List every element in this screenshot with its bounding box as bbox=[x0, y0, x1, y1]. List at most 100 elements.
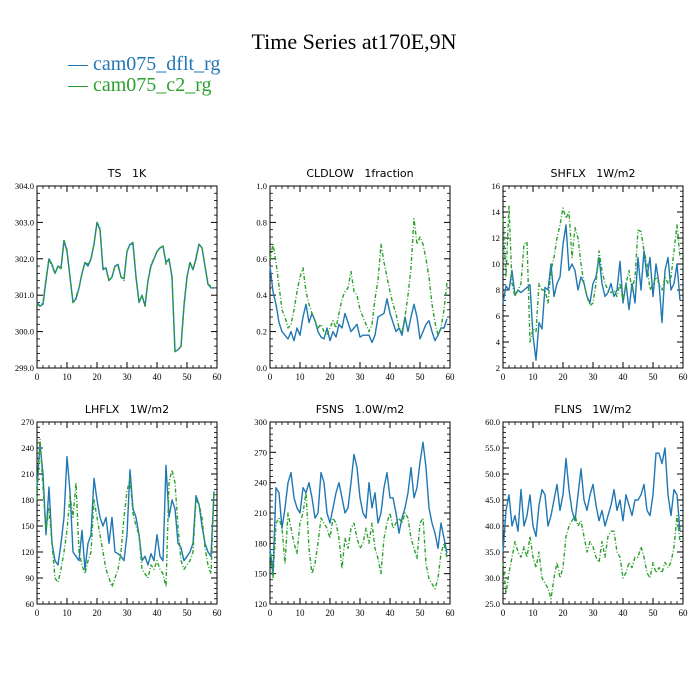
y-tick-label: 45.0 bbox=[485, 495, 500, 505]
series-line-cam075_c2_rg bbox=[36, 438, 215, 588]
x-tick-label: 50 bbox=[649, 608, 659, 618]
panel-6: FLNS 1W/m2 0 10 20 30 40 50 60 25.0 30.0 35.0 40.0 4… bbox=[485, 403, 688, 618]
y-tick-label: 60 bbox=[26, 599, 35, 609]
panel-2: CLDLOW 1fraction 0 10 20 30 40 50 60 0.0 0.2 0.4 0.… bbox=[256, 167, 455, 382]
panel-title: TS 1K bbox=[107, 167, 147, 180]
x-tick-label: 30 bbox=[589, 372, 599, 382]
x-tick-label: 60 bbox=[213, 372, 223, 382]
x-tick-label: 30 bbox=[356, 372, 366, 382]
y-tick-label: 25.0 bbox=[485, 599, 500, 609]
panel-title: SHFLX 1W/m2 bbox=[550, 167, 635, 180]
x-tick-label: 20 bbox=[326, 372, 336, 382]
x-tick-label: 10 bbox=[529, 372, 539, 382]
x-tick-label: 50 bbox=[183, 608, 193, 618]
y-tick-label: 10 bbox=[492, 259, 501, 269]
panel-title: FLNS 1W/m2 bbox=[554, 403, 631, 416]
x-tick-label: 10 bbox=[63, 608, 73, 618]
x-tick-label: 10 bbox=[63, 372, 73, 382]
x-tick-label: 20 bbox=[326, 608, 336, 618]
x-tick-label: 60 bbox=[213, 608, 223, 618]
x-tick-label: 30 bbox=[589, 608, 599, 618]
panel-title: FSNS 1.0W/m2 bbox=[316, 403, 405, 416]
x-tick-label: 10 bbox=[296, 372, 306, 382]
x-tick-label: 30 bbox=[356, 608, 366, 618]
y-tick-label: 4 bbox=[496, 337, 501, 347]
x-tick-label: 50 bbox=[649, 372, 659, 382]
y-tick-label: 2 bbox=[496, 363, 500, 373]
y-tick-label: 14 bbox=[492, 207, 501, 217]
series-line-cam075_dflt_rg bbox=[269, 266, 448, 344]
x-tick-label: 0 bbox=[35, 608, 40, 618]
y-tick-label: 120 bbox=[21, 547, 34, 557]
y-tick-label: 40.0 bbox=[485, 521, 500, 531]
x-tick-label: 50 bbox=[183, 372, 193, 382]
y-tick-label: 210 bbox=[254, 508, 267, 518]
y-tick-label: 300.0 bbox=[15, 327, 34, 337]
panel-3: SHFLX 1W/m2 0 10 20 30 40 50 60 2 4 6 8 10 12 14 16 bbox=[492, 167, 689, 382]
x-tick-label: 40 bbox=[619, 608, 629, 618]
x-tick-label: 50 bbox=[416, 608, 426, 618]
y-tick-label: 30.0 bbox=[485, 573, 500, 583]
series-line-cam075_c2_rg bbox=[269, 218, 448, 336]
y-tick-label: 0.0 bbox=[256, 363, 267, 373]
x-tick-label: 60 bbox=[679, 608, 689, 618]
series-line-cam075_c2_rg bbox=[502, 514, 681, 600]
x-tick-label: 20 bbox=[93, 608, 103, 618]
series-line-cam075_dflt_rg bbox=[502, 224, 681, 361]
legend-entry-c2: — cam075_c2_rg bbox=[67, 74, 212, 96]
x-tick-label: 50 bbox=[416, 372, 426, 382]
x-tick-label: 20 bbox=[559, 372, 569, 382]
x-tick-label: 20 bbox=[559, 608, 569, 618]
series-line-cam075_c2_rg bbox=[36, 221, 215, 353]
y-tick-label: 50.0 bbox=[485, 469, 500, 479]
x-tick-label: 0 bbox=[268, 372, 273, 382]
plot-frame bbox=[269, 185, 451, 369]
series-line-cam075_c2_rg bbox=[269, 492, 448, 590]
x-tick-label: 40 bbox=[619, 372, 629, 382]
y-tick-label: 150 bbox=[254, 569, 267, 579]
x-tick-label: 20 bbox=[93, 372, 103, 382]
panel-5: FSNS 1.0W/m2 0 10 20 30 40 50 60 120 150 180 210 240… bbox=[254, 403, 455, 618]
y-tick-label: 16 bbox=[492, 181, 501, 191]
y-tick-label: 270 bbox=[21, 417, 34, 427]
plot-frame bbox=[502, 421, 684, 605]
plot-frame bbox=[269, 421, 451, 605]
series-line-cam075_dflt_rg bbox=[269, 441, 448, 575]
y-tick-label: 302.0 bbox=[15, 254, 34, 264]
y-tick-label: 210 bbox=[21, 469, 34, 479]
y-tick-label: 180 bbox=[254, 538, 267, 548]
y-tick-label: 270 bbox=[254, 447, 267, 457]
series-line-cam075_dflt_rg bbox=[502, 447, 681, 553]
panel-title: LHFLX 1W/m2 bbox=[85, 403, 169, 416]
y-tick-label: 180 bbox=[21, 495, 34, 505]
x-tick-label: 0 bbox=[501, 372, 506, 382]
y-tick-label: 300 bbox=[254, 417, 267, 427]
y-tick-label: 150 bbox=[21, 521, 34, 531]
x-tick-label: 30 bbox=[123, 608, 133, 618]
panel-title: CLDLOW 1fraction bbox=[306, 167, 413, 180]
x-tick-label: 0 bbox=[501, 608, 506, 618]
y-tick-label: 55.0 bbox=[485, 443, 500, 453]
y-tick-label: 60.0 bbox=[485, 417, 500, 427]
x-tick-label: 10 bbox=[296, 608, 306, 618]
y-tick-label: 299.0 bbox=[15, 363, 34, 373]
y-tick-label: 0.6 bbox=[256, 254, 267, 264]
y-tick-label: 12 bbox=[492, 233, 501, 243]
x-tick-label: 60 bbox=[679, 372, 689, 382]
y-tick-label: 304.0 bbox=[15, 181, 34, 191]
y-tick-label: 1.0 bbox=[256, 181, 267, 191]
x-tick-label: 60 bbox=[446, 372, 456, 382]
y-tick-label: 0.8 bbox=[256, 217, 267, 227]
series-line-cam075_c2_rg bbox=[502, 204, 681, 343]
y-tick-label: 120 bbox=[254, 599, 267, 609]
x-tick-label: 30 bbox=[123, 372, 133, 382]
y-tick-label: 35.0 bbox=[485, 547, 500, 557]
x-tick-label: 40 bbox=[153, 372, 163, 382]
figure-title: Time Series at170E,9N bbox=[251, 29, 456, 54]
y-tick-label: 0.4 bbox=[256, 290, 267, 300]
x-tick-label: 60 bbox=[446, 608, 456, 618]
x-tick-label: 0 bbox=[35, 372, 40, 382]
y-tick-label: 240 bbox=[254, 478, 267, 488]
panel-grid: TS 1K0 10 20 30 40 50 60299.0300.0301.0302.030… bbox=[15, 167, 688, 618]
